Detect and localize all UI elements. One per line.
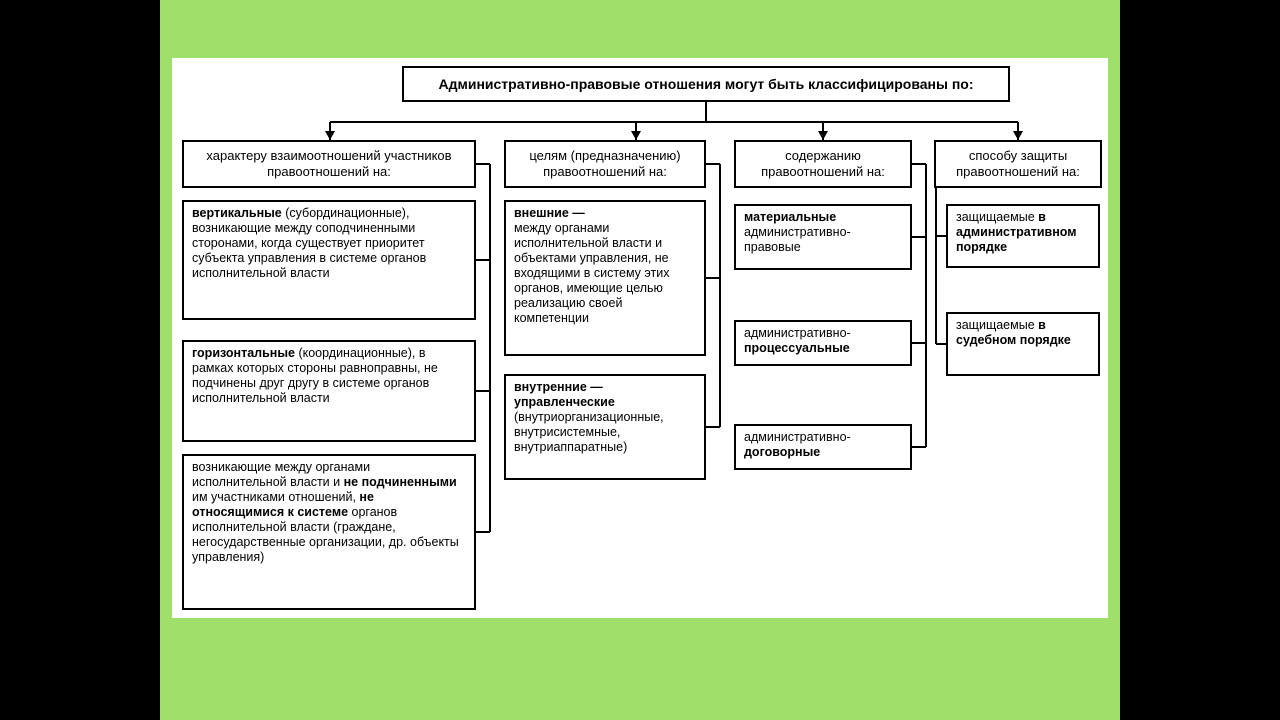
category-c4: способу защиты правоотношений на: [934, 140, 1102, 188]
leaf-l4b: защищаемые в судебном порядке [946, 312, 1100, 376]
leaf-l3a: материальные административно-правовые [734, 204, 912, 270]
leaf-l4a: защищаемые в административном порядке [946, 204, 1100, 268]
leaf-l1c: возникающие между органами исполнительно… [182, 454, 476, 610]
diagram-title: Административно-правовые отношения могут… [402, 66, 1010, 102]
category-c1: характеру взаимоотношений участников пра… [182, 140, 476, 188]
leaf-l3c: административно-договорные [734, 424, 912, 470]
leaf-l2b: внутренние — управленческие(внутриоргани… [504, 374, 706, 480]
leaf-l3b: административно-процессуальные [734, 320, 912, 366]
category-c3: содержанию правоотношений на: [734, 140, 912, 188]
leaf-l1b: горизонтальные (координационные), в рамк… [182, 340, 476, 442]
leaf-l2a: внешние —между органами исполнительной в… [504, 200, 706, 356]
outer-frame: Административно-правовые отношения могут… [0, 0, 1280, 720]
leaf-l1a: вертикальные (субординационные), возника… [182, 200, 476, 320]
category-c2: целям (предназначению) правоотношений на… [504, 140, 706, 188]
